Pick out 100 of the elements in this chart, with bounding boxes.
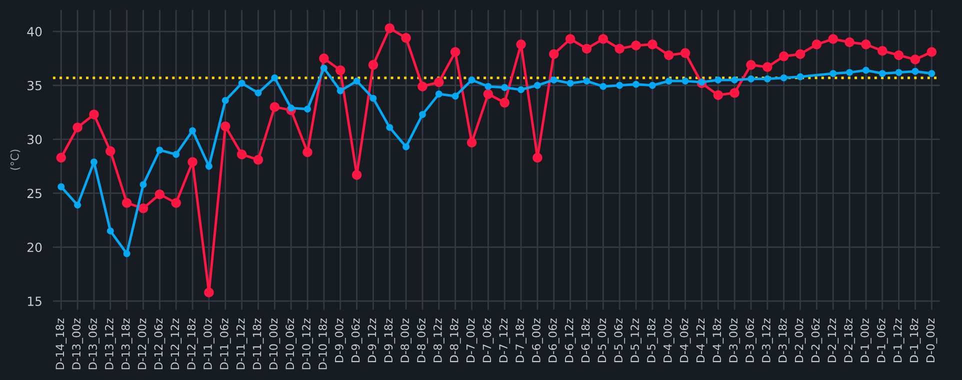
point — [648, 82, 656, 89]
point — [500, 98, 510, 108]
point — [714, 76, 722, 84]
point — [370, 94, 377, 102]
point — [598, 34, 608, 44]
x-tick-label: D-5_18z — [647, 318, 658, 362]
point — [483, 89, 494, 99]
point — [320, 64, 328, 72]
point — [238, 80, 246, 87]
x-tick-label: D-9_12z — [368, 318, 379, 362]
point — [434, 77, 444, 87]
point — [171, 198, 181, 208]
y-tick-label: 15 — [28, 296, 42, 306]
x-tick-label: D-5_00z — [598, 318, 609, 362]
x-tick-label: D-4_06z — [680, 318, 691, 362]
point — [106, 146, 116, 156]
point — [466, 138, 477, 148]
point — [386, 124, 394, 131]
point — [401, 33, 411, 43]
x-tick-label: D-4_00z — [663, 318, 674, 362]
point — [368, 60, 378, 70]
x-tick-label: D-3_06z — [746, 318, 756, 362]
point — [616, 82, 624, 89]
point — [582, 44, 592, 54]
point — [336, 87, 344, 94]
point — [106, 228, 114, 234]
point — [319, 54, 329, 64]
x-tick-label: D-13_18z — [121, 318, 132, 370]
point — [222, 97, 229, 104]
point — [189, 127, 196, 134]
point — [795, 49, 806, 59]
x-tick-label: D-2_18z — [844, 318, 855, 362]
point — [89, 110, 99, 120]
x-tick-label: D-8_06z — [417, 318, 428, 362]
point — [468, 76, 476, 84]
point — [566, 80, 574, 87]
point — [664, 50, 674, 60]
x-tick-label: D-4_12z — [696, 318, 708, 362]
point — [565, 34, 576, 44]
y-axis-title: (°C) — [10, 150, 20, 170]
point — [452, 92, 459, 100]
x-tick-label: D-8_18z — [450, 318, 461, 362]
point — [56, 152, 66, 162]
x-tick-label: D-6_06z — [548, 318, 560, 362]
point — [254, 89, 262, 96]
point — [878, 46, 888, 56]
x-tick-label: D-12_18z — [187, 318, 198, 370]
point — [188, 157, 198, 167]
x-tick-label: D-12_00z — [138, 318, 149, 370]
y-tick-label: 30 — [28, 134, 42, 144]
point — [154, 189, 165, 200]
point — [844, 37, 854, 48]
x-tick-label: D-10_00z — [269, 318, 280, 370]
point — [549, 49, 559, 59]
x-tick-label: D-2_00z — [794, 318, 806, 362]
x-tick-label: D-1_12z — [893, 318, 904, 362]
point — [58, 183, 65, 190]
x-tick-label: D-14_18z — [56, 318, 67, 370]
point — [895, 68, 902, 76]
x-tick-label: D-13_06z — [88, 318, 100, 370]
x-tick-label: D-1_00z — [860, 318, 872, 362]
x-tick-label: D-11_06z — [220, 318, 231, 370]
point — [74, 202, 82, 209]
point — [861, 40, 871, 50]
point — [713, 90, 723, 100]
x-tick-label: D-6_12z — [564, 318, 576, 362]
x-tick-label: D-6_00z — [532, 318, 543, 362]
point — [730, 88, 740, 98]
x-tick-label: D-0_00z — [926, 318, 938, 362]
point — [764, 75, 771, 82]
y-tick-label: 20 — [28, 242, 42, 252]
x-tick-label: D-4_18z — [712, 318, 724, 362]
x-tick-label: D-9_18z — [384, 318, 396, 362]
point — [304, 106, 311, 113]
point — [878, 70, 886, 77]
x-tick-label: D-6_18z — [581, 318, 592, 362]
point — [123, 250, 130, 258]
point — [928, 70, 936, 77]
x-tick-label: D-8_00z — [400, 318, 412, 362]
point — [631, 40, 641, 50]
point — [926, 47, 937, 57]
point — [583, 78, 590, 85]
x-tick-label: D-2_12z — [828, 318, 839, 362]
point — [270, 102, 280, 112]
x-tick-label: D-9_06z — [351, 318, 362, 362]
point — [532, 152, 542, 162]
point — [762, 62, 772, 72]
point — [830, 70, 837, 77]
point — [122, 198, 132, 208]
x-tick-label: D-2_06z — [811, 318, 822, 362]
point — [435, 90, 442, 98]
point — [665, 78, 672, 85]
point — [204, 288, 214, 298]
point — [419, 111, 426, 118]
point — [353, 78, 360, 85]
point — [778, 51, 789, 62]
point — [172, 150, 180, 158]
point — [632, 80, 640, 88]
point — [796, 73, 804, 80]
point — [402, 143, 410, 150]
